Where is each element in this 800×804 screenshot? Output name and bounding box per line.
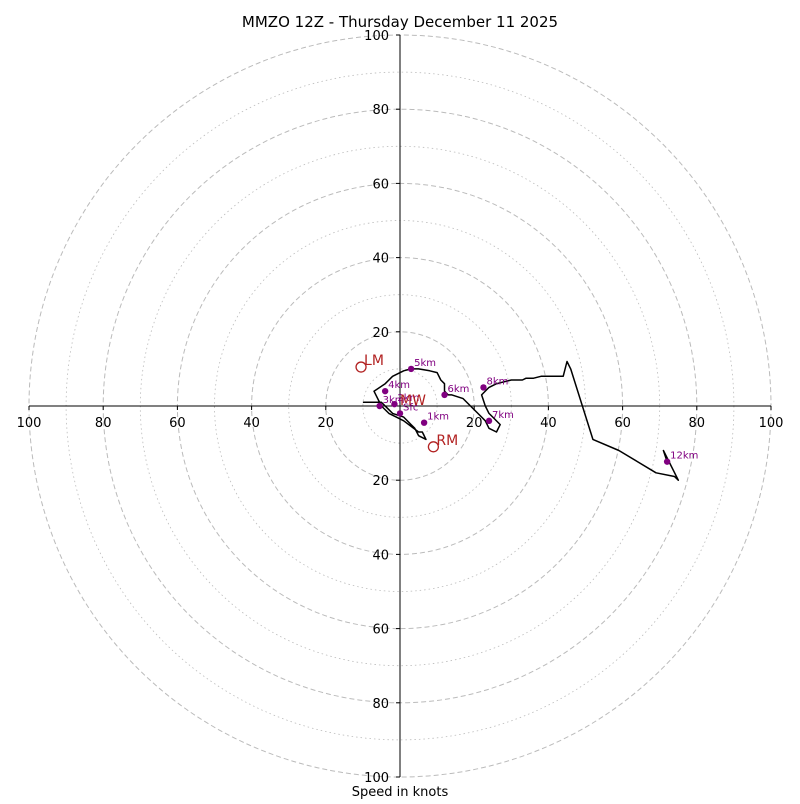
x-tick-label-right-40: 40 xyxy=(540,416,557,431)
y-tick-label-bottom-60: 60 xyxy=(372,623,389,638)
height-label-6km: 6km xyxy=(448,384,470,395)
height-label-12km: 12km xyxy=(670,451,698,462)
storm-motion-layer: LM RM MW xyxy=(355,353,458,453)
height-point-4km xyxy=(381,387,389,395)
y-tick-label-top-80: 80 xyxy=(372,103,389,118)
mean-wind-label: MW xyxy=(400,393,426,409)
y-tick-label-bottom-40: 40 xyxy=(372,548,389,563)
x-tick-label-right-20: 20 xyxy=(466,416,483,431)
x-axis-label: Speed in knots xyxy=(352,785,449,800)
x-tick-label-left-100: 100 xyxy=(17,416,42,431)
hodograph-layer xyxy=(362,360,680,481)
height-point-3km xyxy=(376,402,383,410)
x-tick-label-right-100: 100 xyxy=(759,416,784,431)
height-label-4km: 4km xyxy=(388,380,410,391)
height-point-7km xyxy=(485,417,493,425)
height-label-sfc: Sfc xyxy=(403,402,418,413)
x-tick-label-right-80: 80 xyxy=(689,416,706,431)
ticks-layer: 100 80 60 40 20 20 40 60 80 100 100 80 60 40 20 20 40 60 8… xyxy=(17,29,784,786)
storm-motion-marker-rm xyxy=(427,441,440,453)
height-label-8km: 8km xyxy=(486,376,508,387)
x-tick-label-left-20: 20 xyxy=(318,416,335,431)
y-tick-label-bottom-80: 80 xyxy=(372,697,389,712)
height-label-1km: 1km xyxy=(427,412,449,423)
height-point-1km xyxy=(420,419,428,426)
x-tick-label-left-60: 60 xyxy=(169,416,186,431)
x-tick-label-right-60: 60 xyxy=(614,416,631,431)
storm-motion-marker-lm xyxy=(355,361,367,373)
y-tick-label-bottom-100: 100 xyxy=(364,771,389,786)
y-tick-label-top-20: 20 xyxy=(372,326,389,341)
height-point-sfc xyxy=(396,410,404,417)
storm-motion-label-lm: LM xyxy=(364,353,384,369)
height-label-5km: 5km xyxy=(414,358,436,369)
x-tick-label-left-40: 40 xyxy=(243,416,260,431)
height-label-3km: 3km xyxy=(383,395,405,406)
height-point-6km xyxy=(441,391,448,399)
y-tick-label-bottom-20: 20 xyxy=(372,474,389,489)
height-point-8km xyxy=(480,384,487,391)
height-point-2km xyxy=(391,400,398,408)
storm-motion-label-rm: RM xyxy=(436,433,458,449)
hodograph-line xyxy=(362,360,680,481)
height-point-12km xyxy=(663,458,671,465)
y-tick-label-top-60: 60 xyxy=(372,177,389,192)
height-label-2km: 2km xyxy=(397,393,419,404)
height-point-5km xyxy=(407,365,415,373)
axes-layer xyxy=(29,35,771,777)
chart-title: MMZO 12Z - Thursday December 11 2025 xyxy=(242,13,558,31)
height-label-7km: 7km xyxy=(492,410,514,421)
y-tick-label-top-100: 100 xyxy=(364,29,389,44)
x-tick-label-left-80: 80 xyxy=(95,416,112,431)
y-tick-label-top-40: 40 xyxy=(372,252,389,267)
